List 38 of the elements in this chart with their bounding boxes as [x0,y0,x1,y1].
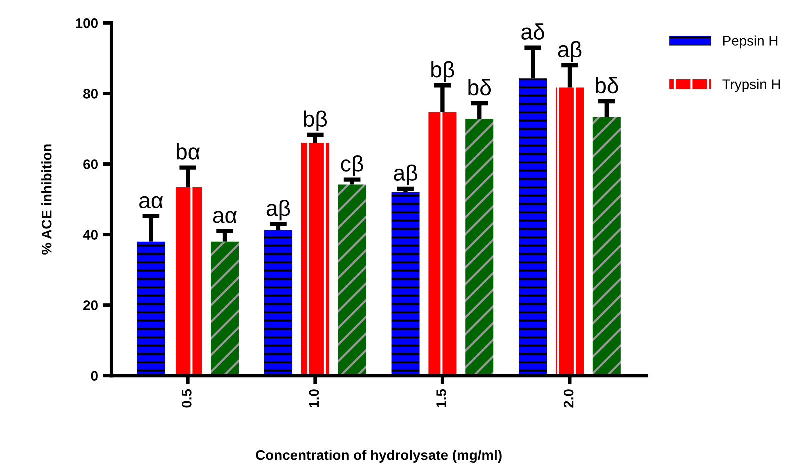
data-label: aβ [394,164,418,186]
x-tick-label: 1.0 [309,390,320,408]
data-label: bα [176,144,200,160]
legend-label: Trypsin H [722,79,780,92]
data-label: aα [213,211,237,224]
bar [174,188,202,376]
bar [338,184,366,376]
data-label: bβ [432,61,454,82]
data-label: bδ [596,77,618,94]
y-tick-label: 40 [83,230,98,240]
bar [264,230,292,376]
x-tick-label: 0.5 [182,389,192,408]
bar [211,242,240,376]
y-axis-title: % ACE inhibition [42,144,52,255]
bar [592,117,621,376]
x-tick-label: 1.5 [436,389,446,408]
x-axis-title: Concentration of hydrolysate (mg/ml) [256,450,502,464]
bar [519,78,548,376]
y-tick-label: 0 [91,371,98,382]
data-label: aβ [266,200,290,221]
y-tick-label: 20 [84,300,98,310]
bar [556,88,584,376]
bar [428,112,457,376]
y-tick-label: 100 [76,18,98,28]
bar [301,143,330,376]
x-tick-label: 2.0 [564,390,574,408]
y-tick-label: 60 [84,160,98,170]
data-label: aα [140,196,164,209]
y-tick-label: 80 [84,89,98,99]
data-label: bβ [304,110,328,132]
bar [137,242,166,376]
legend-label: Pepsin H [723,36,778,49]
data-label: bδ [468,79,492,96]
bar [466,119,494,376]
data-label: aδ [522,24,545,40]
data-label: cβ [341,156,364,176]
bar [392,192,420,376]
data-label: aβ [558,41,582,62]
